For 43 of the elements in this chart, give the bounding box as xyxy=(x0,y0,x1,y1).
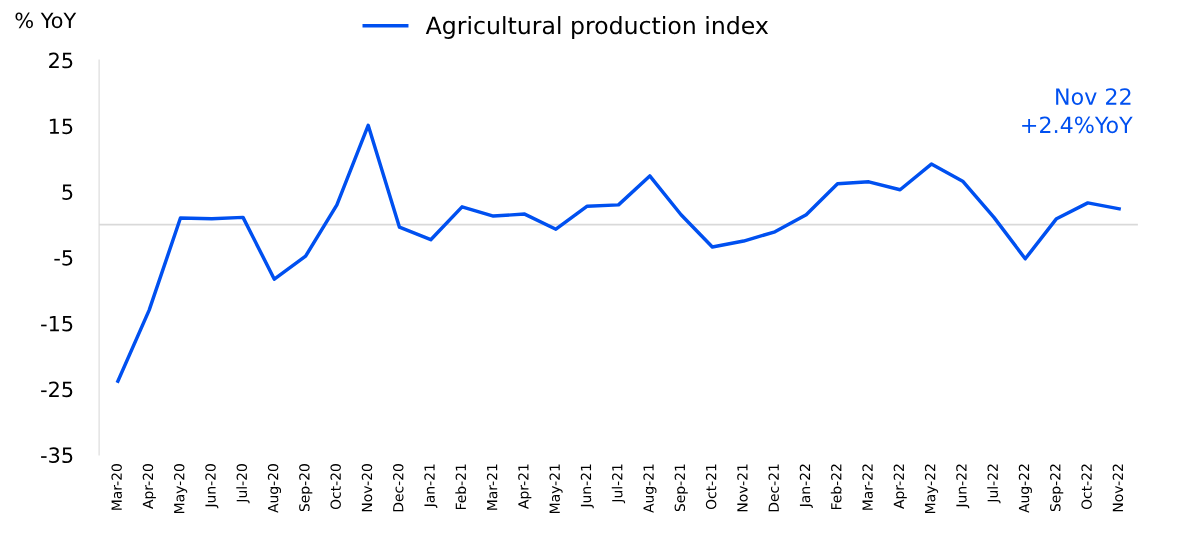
y-tick-label: -15 xyxy=(41,316,73,332)
y-tick-label: 5 xyxy=(62,184,73,200)
x-tick-label: Jun-20 xyxy=(205,464,219,509)
x-tick-label: Nov-20 xyxy=(361,464,373,512)
x-tick-label: Mar-21 xyxy=(486,464,498,510)
x-tick-label: Jun-21 xyxy=(580,464,594,509)
x-tick-label: Apr-22 xyxy=(893,464,907,509)
x-tick-label: Aug-22 xyxy=(1018,464,1032,513)
x-tick-label: Sep-20 xyxy=(299,464,313,512)
x-tick-label: Feb-21 xyxy=(455,464,467,510)
y-tick-label: 25 xyxy=(49,52,73,69)
y-axis-title: % YoY xyxy=(15,12,77,29)
x-tick-label: May-21 xyxy=(549,464,563,513)
x-tick-label: Feb-22 xyxy=(830,464,842,510)
y-tick-label: -25 xyxy=(41,381,73,398)
x-tick-label: Dec-20 xyxy=(393,464,404,512)
y-tick-label: -35 xyxy=(41,447,73,464)
x-tick-label: Jul-22 xyxy=(987,464,1001,504)
x-tick-label: Apr-20 xyxy=(142,464,156,509)
x-tick-label: Jan-22 xyxy=(799,464,813,508)
x-tick-label: Jul-21 xyxy=(611,464,626,504)
x-tick-label: Mar-20 xyxy=(111,464,122,510)
x-tick-label: Sep-21 xyxy=(674,464,688,512)
x-tick-label: Oct-21 xyxy=(705,464,717,510)
x-tick-label: Apr-21 xyxy=(518,464,532,509)
y-tick-label: 15 xyxy=(49,118,73,135)
x-tick-label: Nov-21 xyxy=(737,464,748,512)
x-tick-label: Dec-21 xyxy=(768,464,779,512)
x-tick-label: Mar-22 xyxy=(862,464,873,510)
x-tick-label: May-20 xyxy=(173,464,188,513)
x-tick-label: Aug-20 xyxy=(267,464,282,513)
x-tick-label: Nov-22 xyxy=(1112,464,1124,512)
x-tick-label: Jan-21 xyxy=(424,464,438,508)
x-tick-label: May-22 xyxy=(924,464,939,513)
x-tick-label: Oct-22 xyxy=(1081,464,1092,510)
legend-label: Agricultural production index xyxy=(425,16,769,39)
x-tick-label: Jun-22 xyxy=(956,464,970,509)
x-tick-label: Jul-20 xyxy=(236,464,250,504)
x-tick-label: Aug-21 xyxy=(643,464,657,513)
annotation: Nov 22 +2.4%YoY xyxy=(1022,88,1133,134)
x-tick-label: Oct-20 xyxy=(330,464,341,510)
x-tick-label: Sep-22 xyxy=(1050,464,1064,512)
y-tick-label: -5 xyxy=(54,250,73,266)
